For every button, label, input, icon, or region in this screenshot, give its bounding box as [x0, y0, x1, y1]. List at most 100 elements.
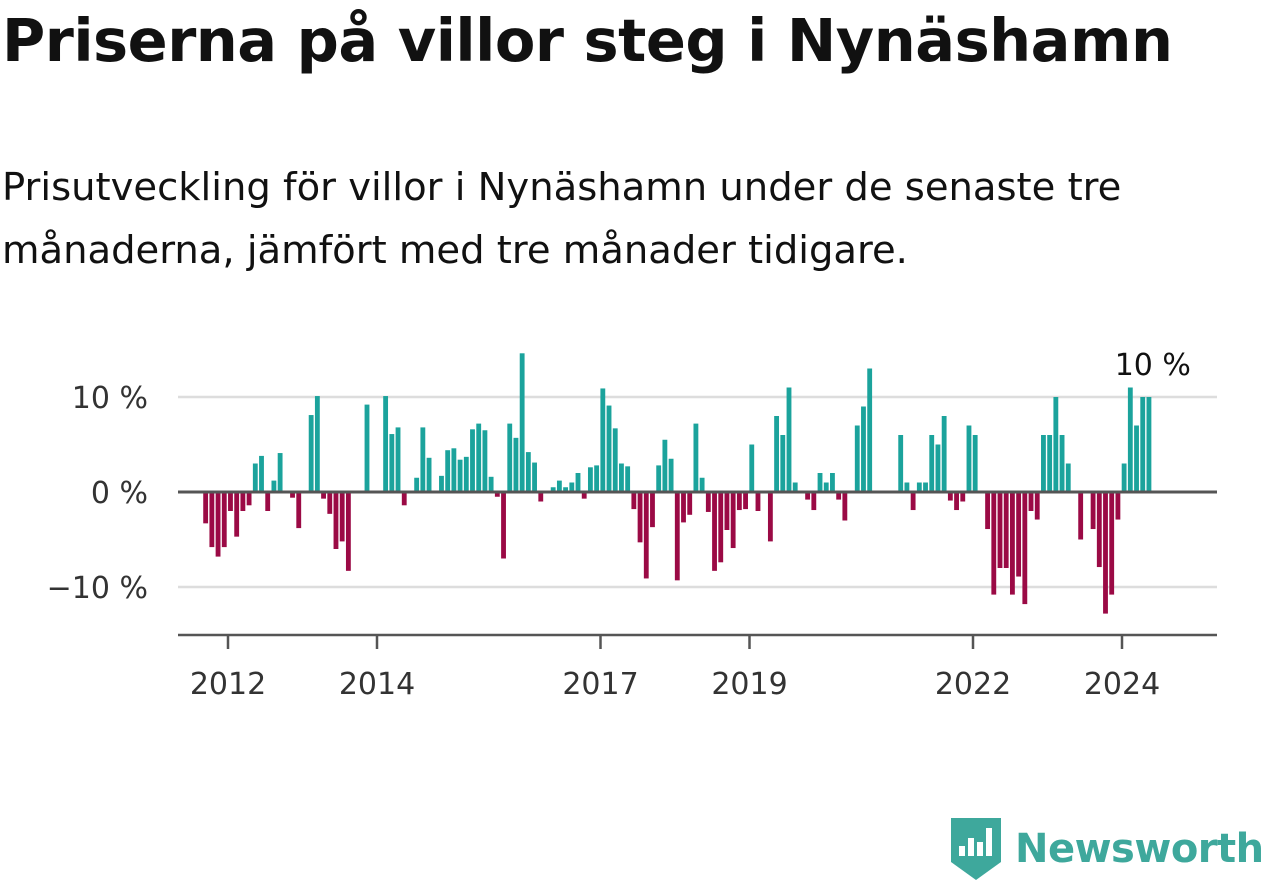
data-bar [861, 406, 866, 492]
data-bar [780, 435, 786, 492]
data-bar [650, 492, 655, 528]
data-bar [383, 396, 389, 492]
data-bar [1134, 425, 1139, 492]
data-bar [575, 473, 581, 492]
chart-bars [203, 353, 1152, 614]
data-bar [916, 482, 922, 492]
data-bar [693, 423, 699, 492]
data-bar [296, 492, 302, 529]
data-bar [718, 492, 724, 563]
data-bar [699, 477, 705, 492]
data-bar [954, 492, 959, 511]
page-title: Priserna på villor steg i Nynäshamn [2, 6, 1173, 75]
data-bar [736, 492, 742, 511]
data-bar [488, 476, 494, 492]
data-bar [439, 475, 444, 492]
data-bar [494, 492, 500, 497]
data-bar [476, 423, 482, 492]
data-bar [743, 492, 748, 510]
data-bar [811, 492, 817, 511]
data-bar [1041, 435, 1046, 492]
data-bar [947, 492, 953, 501]
data-bar [1003, 492, 1009, 568]
data-bar [451, 448, 457, 492]
data-bar [1140, 397, 1146, 492]
data-bar [594, 465, 600, 492]
data-bar [774, 416, 780, 492]
x-tick-label: 2022 [935, 667, 1011, 702]
data-bar [619, 463, 624, 492]
data-bar [755, 492, 761, 511]
data-bar [420, 427, 426, 492]
data-bar [513, 437, 519, 492]
data-bar [1022, 492, 1028, 605]
data-bar [1053, 397, 1059, 492]
data-bar [265, 492, 271, 511]
data-bar [246, 492, 252, 506]
data-bar [525, 452, 531, 492]
data-bar [1016, 492, 1022, 577]
data-bar [625, 466, 631, 492]
data-bar [749, 444, 755, 492]
data-bar [1078, 492, 1084, 540]
last-value-label: 10 % [1115, 348, 1191, 383]
data-bar [997, 492, 1003, 568]
data-bar [612, 428, 618, 492]
data-bar [209, 492, 215, 548]
data-bar [991, 492, 997, 595]
data-bar [1103, 492, 1108, 614]
data-bar [581, 492, 587, 499]
data-bar [668, 458, 674, 492]
data-bar [1121, 463, 1127, 492]
data-bar [345, 492, 351, 571]
data-bar [1028, 492, 1034, 511]
data-bar [985, 492, 991, 530]
data-bar [712, 492, 717, 571]
data-bar [587, 467, 593, 492]
data-bar [929, 435, 935, 492]
data-bar [1034, 492, 1040, 520]
data-bar [674, 492, 680, 581]
data-bar [445, 450, 451, 492]
data-bar [457, 459, 463, 492]
brand-footer: Newsworthy [951, 818, 1262, 880]
data-bar [234, 492, 240, 537]
data-bar [532, 462, 537, 492]
data-bar [470, 429, 475, 492]
data-bar [482, 430, 488, 492]
data-bar [240, 492, 246, 511]
chart-gridlines [178, 395, 1217, 589]
data-bar [221, 492, 227, 548]
y-tick-label: 0 % [91, 476, 148, 511]
y-tick-label: 10 % [72, 381, 148, 416]
data-bar [333, 492, 339, 549]
data-bar [935, 444, 941, 492]
data-bar [519, 353, 525, 492]
data-bar [1009, 492, 1015, 595]
data-bar [215, 492, 221, 557]
data-bar [805, 492, 811, 500]
data-bar [389, 434, 395, 492]
data-bar [910, 492, 916, 511]
data-bar [606, 405, 612, 492]
page-subtitle: Prisutveckling för villor i Nynäshamn un… [2, 165, 1122, 273]
data-bar [823, 482, 829, 492]
data-bar [972, 435, 978, 492]
data-bar [259, 455, 264, 492]
data-bar [705, 492, 711, 512]
data-bar [308, 415, 314, 492]
data-bar [563, 487, 569, 492]
data-bar [767, 492, 773, 542]
data-bar [1047, 435, 1053, 492]
data-bar [228, 492, 233, 511]
data-bar [463, 456, 469, 492]
data-bar [1065, 463, 1071, 492]
data-bar [637, 492, 643, 543]
data-bar [1127, 387, 1133, 492]
data-bar [271, 480, 277, 492]
data-bar [395, 427, 401, 492]
data-bar [203, 492, 209, 524]
data-bar [842, 492, 848, 521]
x-tick-label: 2017 [562, 667, 638, 702]
